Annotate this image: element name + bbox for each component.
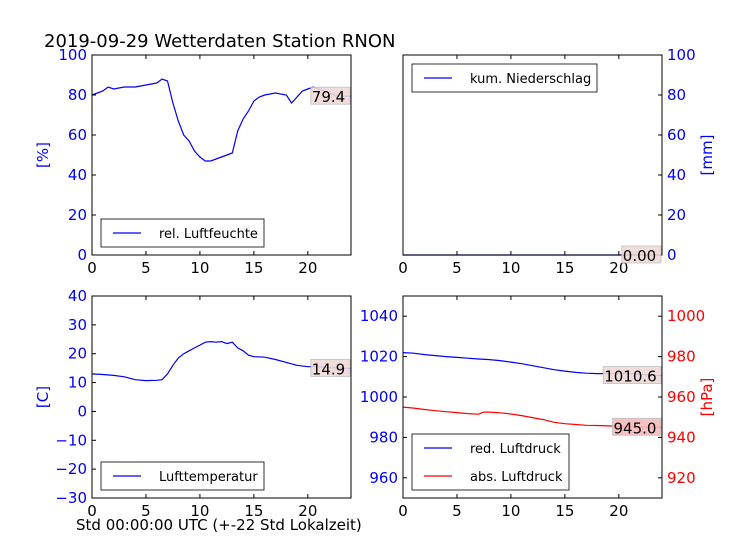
y-tick-label: 60 [667,126,686,144]
y-tick-label: 20 [667,206,686,224]
y-tick-label: 940 [667,428,696,446]
plot-frame [91,295,352,499]
y-tick-label: 40 [68,287,87,305]
y-tick-label: 0 [77,402,87,420]
legend: kum. Niederschlag [411,63,598,93]
x-tick-label: 10 [501,502,520,520]
y-tick-label: −20 [55,460,87,478]
y-tick-label: 1000 [360,388,398,406]
last-value-label: 0.00 [623,247,656,265]
y-tick-label: 1020 [360,348,398,366]
y-tick-label: 960 [667,388,696,406]
y-axis-label: [%] [34,142,52,168]
last-value-box [310,86,351,105]
x-tick-label: 0 [398,259,408,277]
x-tick-label: 20 [298,259,317,277]
y-tick-label: 80 [68,86,87,104]
y-tick-label: 100 [667,46,696,64]
figure-title: 2019-09-29 Wetterdaten Station RNON [44,31,396,52]
legend-entry: red. Luftdruck [470,442,561,457]
y-tick-label: 920 [667,469,696,487]
plot-frame [91,54,352,256]
x-tick-label: 15 [244,259,263,277]
y-tick-label: 20 [68,345,87,363]
x-tick-label: 5 [452,502,462,520]
y-tick-label: 960 [369,469,398,487]
legend: red. Luftdruck abs. Luftdruck [411,433,570,491]
legend-entry: rel. Luftfeuchte [159,227,258,242]
panel-bottom-left: 0 5 10 15 20 −30 −20 −10 0 10 20 30 40 [C] 14.9 Lufttem… [34,287,352,520]
legend-frame [411,433,570,491]
x-tick-label: 10 [501,259,520,277]
last-value-label: 79.4 [312,88,345,106]
y-tick-label: 980 [667,348,696,366]
y-tick-label: 0 [667,246,677,264]
y-axis-label: [mm] [698,135,716,176]
x-tick-label: 20 [609,259,628,277]
y-tick-label: 100 [58,46,87,64]
x-tick-label: 15 [244,502,263,520]
y-axis-label: [hPa] [698,378,716,417]
y-tick-label: 0 [77,246,87,264]
x-tick-label: 15 [555,502,574,520]
legend-entry: Lufttemperatur [159,470,258,485]
last-value-box [612,417,662,436]
x-tick-label: 15 [555,259,574,277]
x-tick-label: 0 [87,502,97,520]
y-tick-label: 40 [667,166,686,184]
panel-bottom-right: 0 5 10 15 20 960 980 1000 1020 1040 920 940 960 980 10… [360,295,716,520]
legend: Lufttemperatur [100,461,265,491]
y-tick-label: 1000 [667,307,705,325]
y-tick-label: 30 [68,316,87,334]
y-tick-label: 40 [68,166,87,184]
last-value-label: 945.0 [614,419,657,437]
legend-entry: kum. Niederschlag [470,72,591,87]
y-tick-label: 20 [68,206,87,224]
y-tick-label: 980 [369,428,398,446]
y-tick-label: −30 [55,489,87,507]
series-line-lufttemperatur [91,340,352,382]
x-tick-label: 10 [190,502,209,520]
legend-entry: abs. Luftdruck [470,470,563,485]
legend: rel. Luftfeuchte [100,218,265,248]
x-tick-label: 20 [298,502,317,520]
x-tick-label: 0 [398,502,408,520]
x-tick-label: 0 [87,259,97,277]
y-axis-label: [C] [34,386,52,408]
y-tick-label: 60 [68,126,87,144]
y-tick-label: 80 [667,86,686,104]
last-value-label: 1010.6 [604,368,657,386]
x-tick-label: 5 [141,259,151,277]
x-axis-label: Std 00:00:00 UTC (+-22 Std Lokalzeit) [76,516,362,534]
last-value-label: 14.9 [312,360,345,378]
y-tick-label: −10 [55,431,87,449]
panel-top-left: 0 5 10 15 20 0 20 40 60 80 100 [%] 79.4 rel. Luftfeuc… [34,46,352,277]
last-value-box [621,245,662,264]
x-tick-label: 5 [452,259,462,277]
y-tick-label: 10 [68,374,87,392]
x-tick-label: 10 [190,259,209,277]
last-value-box [602,366,662,384]
x-tick-label: 5 [141,502,151,520]
x-tick-label: 20 [609,502,628,520]
y-tick-label: 1040 [360,307,398,325]
panel-top-right: 0 5 10 15 20 0 20 40 60 80 100 [mm] 0.00 kum. Nieders… [398,46,716,277]
plot-frame [402,54,663,256]
last-value-box [310,359,351,377]
